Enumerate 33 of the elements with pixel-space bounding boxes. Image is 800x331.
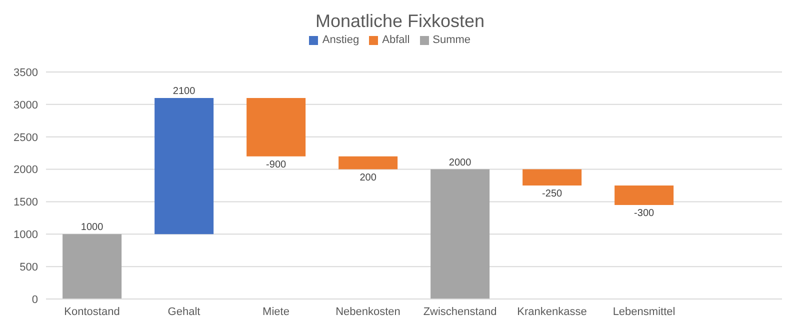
- y-tick-label: 1000: [14, 229, 38, 242]
- x-tick-label: Lebensmittel: [612, 306, 676, 318]
- data-label: 2000: [448, 157, 472, 168]
- legend-label: Abfall: [382, 34, 410, 46]
- y-tick-label: 3500: [14, 66, 38, 79]
- data-label: 200: [360, 172, 377, 184]
- bar: [338, 156, 398, 170]
- bar: [62, 234, 122, 299]
- y-tick-label: 500: [20, 261, 38, 274]
- bar: [614, 186, 674, 205]
- y-tick-label: 1500: [14, 196, 38, 209]
- bar: [154, 98, 214, 234]
- x-tick-label: Gehalt: [168, 306, 200, 318]
- y-tick-label: 3000: [14, 99, 38, 112]
- y-tick-label: 2500: [14, 132, 38, 144]
- x-tick-label: Miete: [262, 306, 290, 318]
- y-tick-label: 2000: [14, 164, 38, 176]
- x-tick-label: Kontostand: [64, 306, 120, 318]
- chart-title: Monatliche Fixkosten: [314, 10, 486, 33]
- bar: [522, 169, 582, 186]
- data-label: -900: [266, 159, 287, 170]
- data-label: -300: [634, 208, 655, 219]
- bar: [246, 98, 306, 156]
- y-tick-label: 0: [32, 294, 38, 306]
- x-tick-label: Krankenkasse: [517, 306, 587, 318]
- bar: [430, 169, 490, 299]
- x-tick-label: Zwischenstand: [423, 306, 497, 318]
- legend-label: Summe: [432, 34, 471, 46]
- data-label: 2100: [172, 86, 196, 97]
- legend-label: Anstieg: [322, 34, 360, 46]
- data-label: -250: [542, 188, 563, 200]
- x-tick-label: Nebenkosten: [336, 306, 400, 318]
- data-label: 1000: [80, 222, 104, 234]
